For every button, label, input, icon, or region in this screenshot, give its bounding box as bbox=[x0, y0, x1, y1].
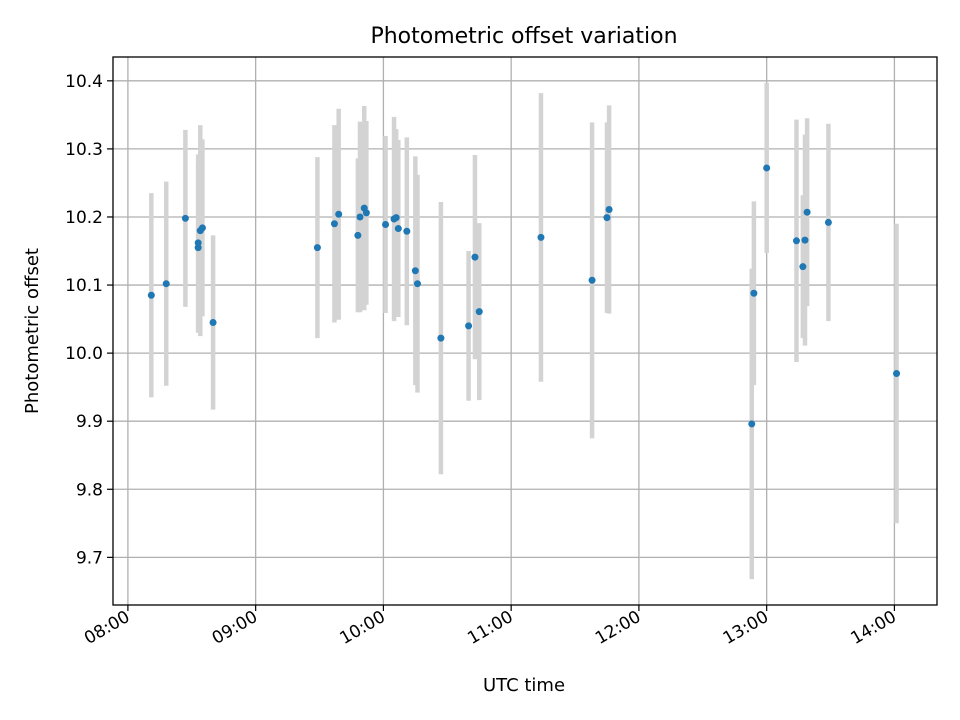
data-point bbox=[382, 220, 390, 228]
data-point bbox=[465, 322, 473, 330]
y-tick-label: 10.3 bbox=[65, 140, 103, 160]
data-point bbox=[748, 420, 756, 428]
data-point bbox=[198, 224, 206, 232]
y-tick-label: 10.2 bbox=[65, 208, 103, 228]
data-point bbox=[362, 209, 370, 217]
data-points bbox=[147, 164, 901, 428]
data-point bbox=[799, 263, 807, 271]
y-tick-label: 10.1 bbox=[65, 276, 103, 296]
data-point bbox=[413, 280, 421, 288]
data-point bbox=[403, 227, 411, 235]
x-axis-label: UTC time bbox=[483, 675, 565, 696]
data-point bbox=[588, 276, 596, 284]
y-tick-label: 9.9 bbox=[76, 412, 103, 432]
data-point bbox=[437, 334, 445, 342]
y-tick-label: 10.0 bbox=[65, 344, 103, 364]
data-point bbox=[411, 267, 419, 275]
data-point bbox=[605, 205, 613, 213]
data-point bbox=[162, 280, 170, 288]
data-point bbox=[330, 220, 338, 228]
chart-title: Photometric offset variation bbox=[370, 24, 677, 49]
data-point bbox=[537, 233, 545, 241]
data-point bbox=[475, 308, 483, 316]
data-point bbox=[471, 253, 479, 261]
y-tick-label: 9.7 bbox=[76, 548, 103, 568]
data-point bbox=[603, 214, 611, 222]
data-point bbox=[209, 318, 217, 326]
data-point bbox=[147, 291, 155, 299]
data-point bbox=[394, 225, 402, 233]
data-point bbox=[356, 213, 364, 221]
data-point bbox=[763, 164, 771, 172]
data-point bbox=[392, 214, 400, 222]
data-point bbox=[354, 231, 362, 239]
y-axis-ticks: 9.7 9.8 9.9 10.0 10.1 10.2 10.3 10.4 bbox=[65, 72, 113, 568]
data-point bbox=[801, 236, 809, 244]
plot-frame bbox=[112, 56, 938, 606]
data-point bbox=[824, 218, 832, 226]
y-tick-label: 10.4 bbox=[65, 72, 103, 92]
data-point bbox=[750, 289, 758, 297]
data-point bbox=[803, 208, 811, 216]
data-point bbox=[181, 214, 189, 222]
data-point bbox=[313, 244, 321, 252]
y-tick-label: 9.8 bbox=[76, 480, 103, 500]
y-axis-label: Photometric offset bbox=[22, 248, 43, 414]
data-point bbox=[335, 210, 343, 218]
data-point bbox=[893, 370, 901, 378]
data-point bbox=[792, 237, 800, 245]
data-point bbox=[194, 239, 202, 247]
